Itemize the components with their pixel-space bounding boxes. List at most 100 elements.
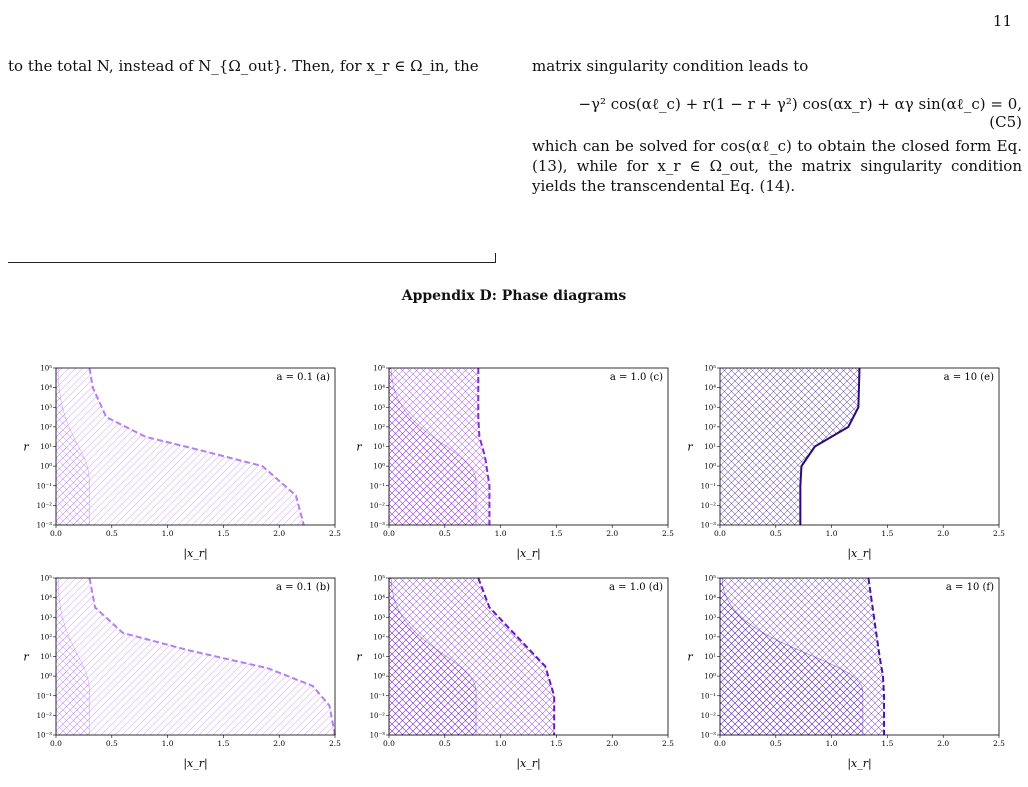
- y-tick-label: 10⁰: [373, 673, 385, 681]
- x-axis-label: |x_r|: [847, 547, 871, 561]
- y-tick-label: 10⁵: [704, 365, 716, 373]
- y-tick-label: 10⁰: [704, 673, 716, 681]
- x-tick-label: 2.5: [993, 739, 1005, 748]
- phase-diagram-figure: 0.0 0.5 1.0 1.5 2.0 2.5 10⁻³ 10⁻² 10⁻¹ 10⁰ 10¹ 10² 1…: [0, 360, 1028, 783]
- y-tick-label: 10⁴: [373, 384, 385, 392]
- y-tick-label: 10⁴: [704, 384, 716, 392]
- phase-panel: 0.0 0.5 1.0 1.5 2.0 2.5 10⁻³ 10⁻² 10⁻¹ 10⁰ 10¹ 10² 1…: [23, 575, 341, 772]
- x-tick-label: 1.5: [217, 739, 229, 748]
- x-tick-label: 1.5: [881, 529, 893, 538]
- y-tick-label: 10¹: [704, 653, 716, 661]
- panel-label: a = 10 (e): [944, 372, 994, 383]
- x-tick-label: 1.5: [550, 529, 562, 538]
- panel-label: a = 0.1 (a): [276, 372, 330, 383]
- y-tick-label: 10⁻¹: [701, 482, 717, 490]
- inner-hatched-region: [719, 577, 864, 736]
- y-tick-label: 10⁻³: [701, 732, 717, 740]
- y-tick-label: 10²: [373, 423, 385, 431]
- y-axis-label: r: [356, 651, 362, 664]
- x-tick-label: 1.0: [495, 739, 507, 748]
- y-tick-label: 10⁻³: [37, 522, 53, 530]
- y-axis-label: r: [23, 651, 29, 664]
- x-tick-label: 0.5: [439, 529, 451, 538]
- x-tick-label: 0.5: [106, 529, 118, 538]
- hatched-region: [56, 578, 335, 735]
- y-axis-label: r: [356, 441, 362, 454]
- x-tick-label: 0.0: [383, 739, 395, 748]
- y-tick-label: 10⁻²: [370, 712, 386, 720]
- y-tick-label: 10⁻¹: [370, 482, 386, 490]
- y-tick-label: 10³: [704, 614, 716, 622]
- x-tick-label: 2.0: [606, 739, 618, 748]
- y-tick-label: 10⁻¹: [701, 692, 717, 700]
- x-tick-label: 0.5: [770, 529, 782, 538]
- y-tick-label: 10⁻²: [37, 502, 53, 510]
- y-tick-label: 10⁻³: [37, 732, 53, 740]
- x-tick-label: 2.5: [329, 739, 341, 748]
- y-tick-label: 10⁰: [704, 463, 716, 471]
- y-tick-label: 10⁻³: [701, 522, 717, 530]
- phase-boundary-line: [477, 577, 556, 735]
- inner-hatched-region: [388, 367, 477, 526]
- y-tick-label: 10²: [704, 423, 716, 431]
- y-axis-label: r: [23, 441, 29, 454]
- x-tick-label: 2.5: [329, 529, 341, 538]
- y-tick-label: 10⁻³: [370, 522, 386, 530]
- y-tick-label: 10¹: [373, 653, 385, 661]
- x-tick-label: 1.5: [550, 739, 562, 748]
- y-tick-label: 10⁰: [40, 673, 52, 681]
- x-tick-label: 1.5: [217, 529, 229, 538]
- phase-boundary-line: [799, 367, 861, 525]
- x-tick-label: 1.0: [162, 529, 174, 538]
- inner-hatched-region: [55, 367, 90, 526]
- x-tick-label: 0.0: [714, 529, 726, 538]
- x-axis-label: |x_r|: [183, 757, 207, 771]
- hatched-region: [720, 368, 860, 525]
- phase-panel: 0.0 0.5 1.0 1.5 2.0 2.5 10⁻³ 10⁻² 10⁻¹ 10⁰ 10¹ 10² 1…: [356, 365, 674, 562]
- y-tick-label: 10²: [704, 633, 716, 641]
- y-tick-label: 10²: [373, 633, 385, 641]
- y-tick-label: 10⁰: [373, 463, 385, 471]
- x-axis-label: |x_r|: [847, 757, 871, 771]
- x-tick-label: 1.0: [826, 739, 838, 748]
- y-tick-label: 10⁵: [373, 365, 385, 373]
- x-tick-label: 1.5: [881, 739, 893, 748]
- right-column: matrix singularity condition leads to −γ…: [532, 56, 1022, 196]
- page-number: 11: [992, 12, 1012, 30]
- x-axis-label: |x_r|: [516, 757, 540, 771]
- phase-boundary-line: [88, 577, 336, 736]
- y-tick-label: 10¹: [40, 443, 52, 451]
- footnote-rule-tick: [495, 253, 496, 263]
- panel-label: a = 10 (f): [946, 582, 994, 593]
- footnote-rule: [8, 262, 496, 263]
- left-column-text: to the total N, instead of N_{Ω_out}. Th…: [8, 57, 479, 75]
- y-tick-label: 10⁻¹: [37, 482, 53, 490]
- equation-c5: −γ² cos(αℓ_c) + r(1 − r + γ²) cos(αx_r) …: [578, 95, 1022, 113]
- x-axis-label: |x_r|: [516, 547, 540, 561]
- y-tick-label: 10³: [704, 404, 716, 412]
- y-tick-label: 10⁻²: [37, 712, 53, 720]
- y-tick-label: 10⁰: [40, 463, 52, 471]
- y-tick-label: 10⁻¹: [370, 692, 386, 700]
- panel-label: a = 0.1 (b): [276, 582, 330, 593]
- y-tick-label: 10⁻²: [701, 712, 717, 720]
- x-tick-label: 2.0: [606, 529, 618, 538]
- y-tick-label: 10⁴: [373, 594, 385, 602]
- y-tick-label: 10⁵: [40, 365, 52, 373]
- y-axis-label: r: [687, 651, 693, 664]
- hatched-region: [56, 368, 304, 525]
- y-tick-label: 10³: [40, 614, 52, 622]
- phase-boundary-line: [477, 368, 491, 525]
- x-tick-label: 0.0: [50, 529, 62, 538]
- y-tick-label: 10⁻³: [370, 732, 386, 740]
- x-tick-label: 2.5: [993, 529, 1005, 538]
- x-tick-label: 2.5: [662, 739, 674, 748]
- y-tick-label: 10⁵: [704, 575, 716, 583]
- inner-hatched-region: [55, 577, 90, 736]
- y-tick-label: 10⁴: [704, 594, 716, 602]
- y-tick-label: 10⁴: [40, 594, 52, 602]
- x-tick-label: 2.0: [273, 529, 285, 538]
- x-tick-label: 0.5: [439, 739, 451, 748]
- y-axis-label: r: [687, 441, 693, 454]
- x-tick-label: 0.0: [50, 739, 62, 748]
